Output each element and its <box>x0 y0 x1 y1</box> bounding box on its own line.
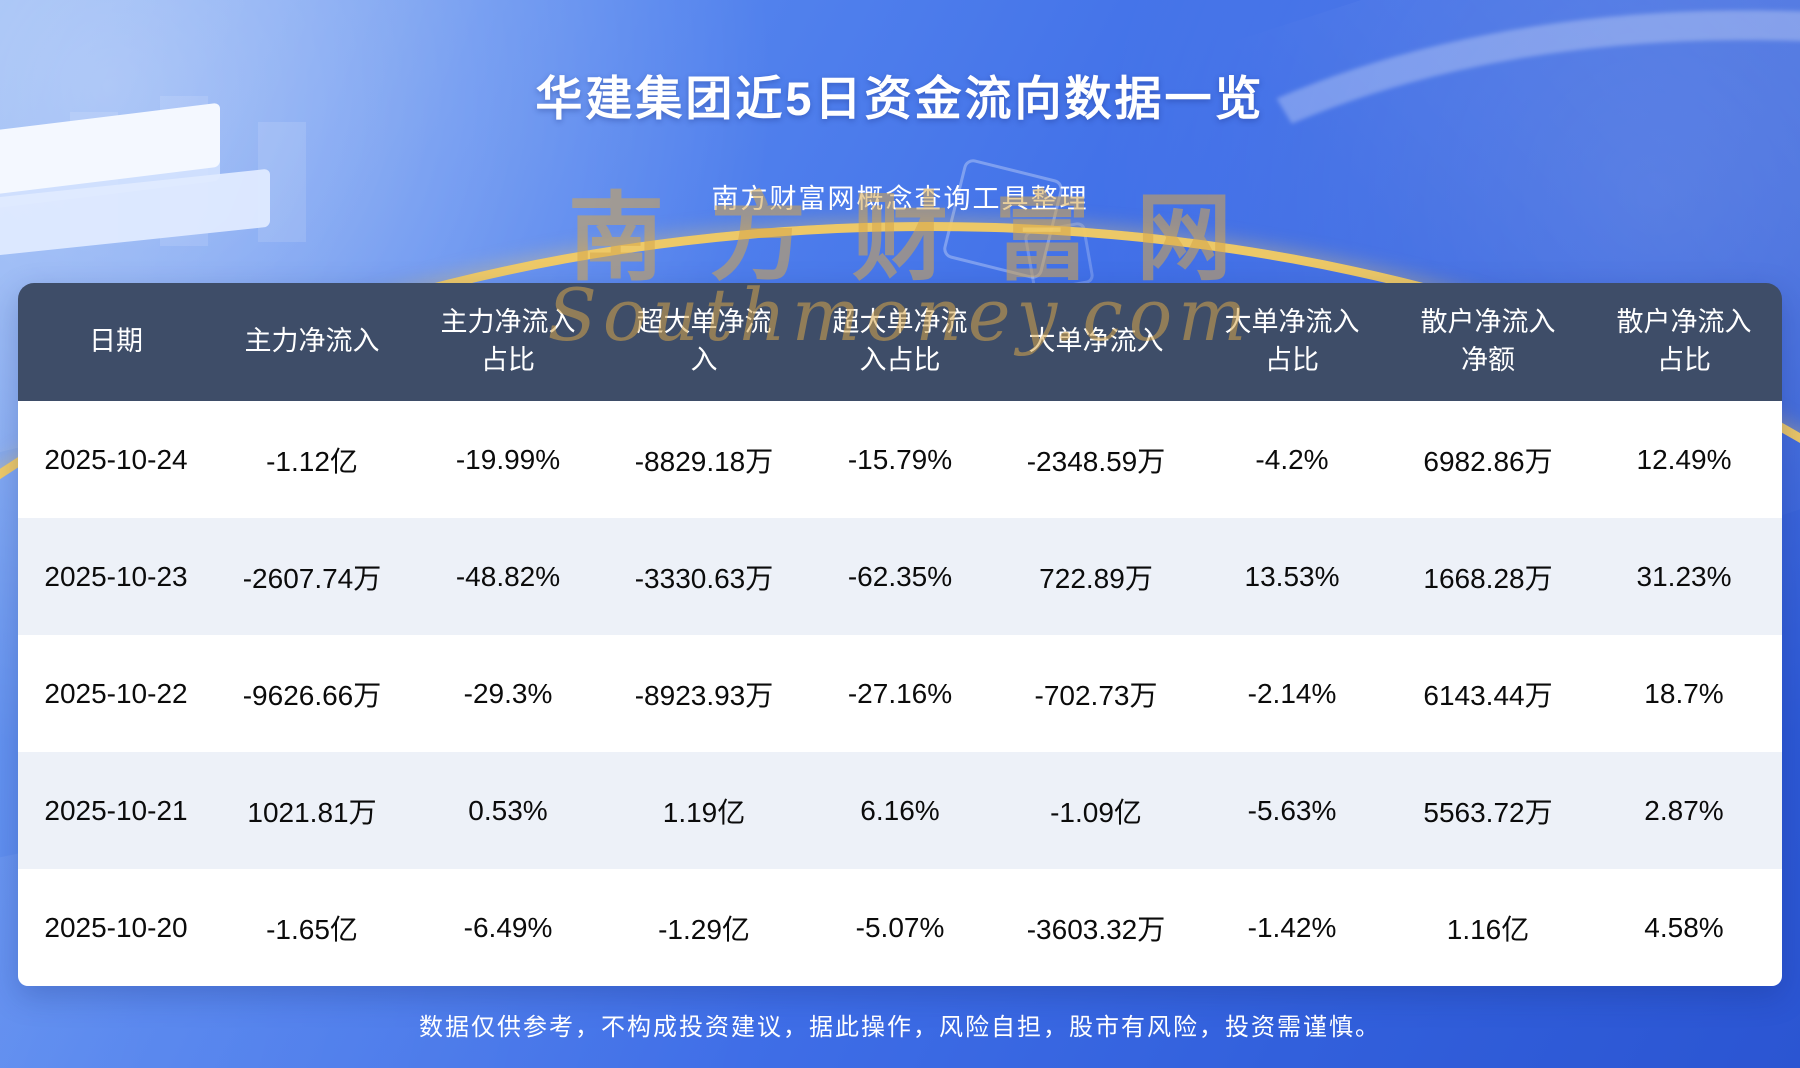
value-cell: 1668.28万 <box>1423 562 1553 594</box>
value-cell: -29.3% <box>463 677 553 709</box>
value-cell: -8923.93万 <box>634 679 774 711</box>
date-cell: 2025-10-22 <box>44 677 188 709</box>
table-header-row: 日期 主力净流入 主力净流入 占比 超大单净流 入超大单净流 入占比 大单净流入 大单净流… <box>18 283 1782 401</box>
value-cell: -3330.63万 <box>634 562 774 594</box>
table-row: 2025-10-21 1021.81万 0.53% 1.19亿 6.16% -1.09亿 -… <box>18 752 1782 869</box>
value-cell: -1.65亿 <box>266 913 358 945</box>
header-cell: 超大单净流 入 <box>636 307 772 375</box>
value-cell: -1.12亿 <box>266 445 358 477</box>
header-cell: 日期 <box>89 326 143 357</box>
value-cell: 2.87% <box>1644 794 1724 826</box>
value-cell: 6982.86万 <box>1423 445 1553 477</box>
value-cell: -2.14% <box>1247 677 1337 709</box>
value-cell: -5.07% <box>855 911 945 943</box>
value-cell: -702.73万 <box>1034 679 1158 711</box>
value-cell: -2348.59万 <box>1026 445 1166 477</box>
header-cell: 散户净流入 占比 <box>1616 307 1752 375</box>
fund-flow-table: 日期 主力净流入 主力净流入 占比 超大单净流 入超大单净流 入占比 大单净流入 大单净流… <box>18 283 1782 986</box>
value-cell: -3603.32万 <box>1026 913 1166 945</box>
value-cell: -1.42% <box>1247 911 1337 943</box>
table-row: 2025-10-23 -2607.74万 -48.82% -3330.63万 -62.3… <box>18 518 1782 635</box>
value-cell: -48.82% <box>455 560 561 592</box>
value-cell: 722.89万 <box>1039 562 1153 594</box>
value-cell: 1.16亿 <box>1446 913 1530 945</box>
table-row: 2025-10-22 -9626.66万 -29.3% -8923.93万 -27.16… <box>18 635 1782 752</box>
disclaimer-text: 数据仅供参考，不构成投资建议，据此操作，风险自担，股市有风险，投资需谨慎。 <box>419 1014 1381 1041</box>
value-cell: 6143.44万 <box>1423 679 1553 711</box>
value-cell: 31.23% <box>1636 560 1732 592</box>
value-cell: -1.29亿 <box>658 913 750 945</box>
date-cell: 2025-10-24 <box>44 443 188 475</box>
value-cell: -19.99% <box>455 443 561 475</box>
value-cell: 4.58% <box>1644 911 1724 943</box>
header-cell: 大单净流入 占比 <box>1224 307 1360 375</box>
value-cell: -9626.66万 <box>242 679 382 711</box>
page-title: 华建集团近5日资金流向数据一览 <box>535 72 1265 125</box>
page-subtitle: 南方财富网概念查询工具整理 <box>711 184 1089 214</box>
header-cell: 散户净流入 净额 <box>1420 307 1556 375</box>
header-cell: 超大单净流 入占比 <box>832 307 968 375</box>
value-cell: 0.53% <box>468 794 548 826</box>
date-cell: 2025-10-20 <box>44 911 188 943</box>
value-cell: 1.19亿 <box>662 796 746 828</box>
date-cell: 2025-10-23 <box>44 560 188 592</box>
header-area: 华建集团近5日资金流向数据一览 南方财富网概念查询工具整理 <box>0 0 1800 216</box>
value-cell: 18.7% <box>1644 677 1724 709</box>
value-cell: 12.49% <box>1636 443 1732 475</box>
value-cell: -5.63% <box>1247 794 1337 826</box>
value-cell: -1.09亿 <box>1050 796 1142 828</box>
value-cell: 6.16% <box>860 794 940 826</box>
value-cell: -27.16% <box>847 677 953 709</box>
date-cell: 2025-10-21 <box>44 794 188 826</box>
value-cell: -8829.18万 <box>634 445 774 477</box>
table-body: 2025-10-24 -1.12亿 -19.99% -8829.18万 -15.79% -… <box>18 401 1782 986</box>
header-cell: 主力净流入 占比 <box>440 307 576 375</box>
value-cell: 5563.72万 <box>1423 796 1553 828</box>
header-cell: 主力净流入 <box>244 326 380 357</box>
value-cell: 13.53% <box>1244 560 1340 592</box>
value-cell: -2607.74万 <box>242 562 382 594</box>
value-cell: -15.79% <box>847 443 953 475</box>
table-row: 2025-10-20 -1.65亿 -6.49% -1.29亿 -5.07% -3603.… <box>18 869 1782 986</box>
value-cell: -62.35% <box>847 560 953 592</box>
value-cell: -6.49% <box>463 911 553 943</box>
value-cell: -4.2% <box>1255 443 1329 475</box>
header-cell: 大单净流入 <box>1028 326 1164 357</box>
value-cell: 1021.81万 <box>247 796 377 828</box>
table-row: 2025-10-24 -1.12亿 -19.99% -8829.18万 -15.79% -… <box>18 401 1782 518</box>
